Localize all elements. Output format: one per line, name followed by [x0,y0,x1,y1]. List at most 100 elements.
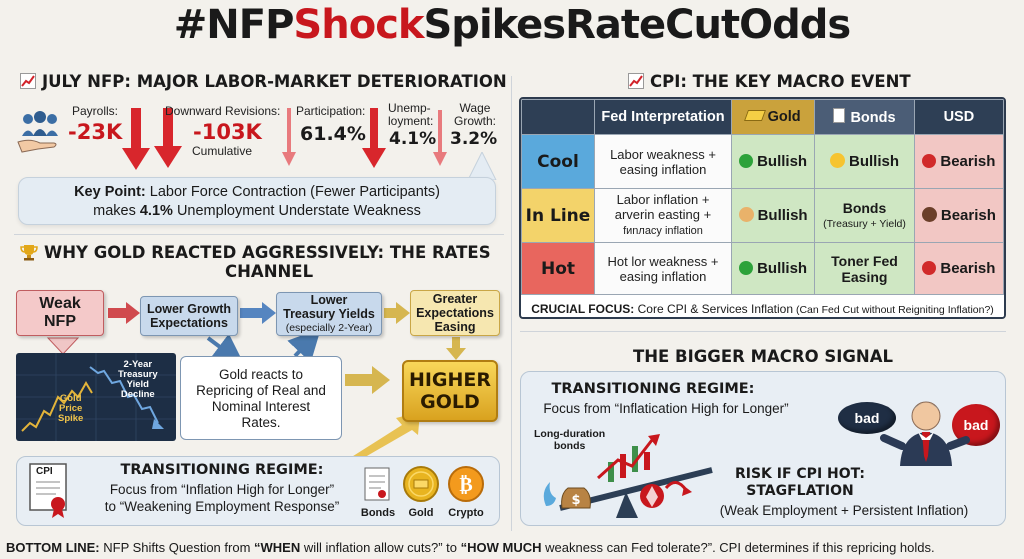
greater-easing-line3: Easing [434,320,476,334]
interp-cool-1: Labor weakness + [610,146,716,162]
risk-title: RISK IF CPI HOT: STAGFLATION [688,466,912,500]
cpi-document-icon [28,462,72,525]
inline-gold-text: Bullish [757,207,808,224]
bonds-icon [362,466,392,509]
cool-bonds: Bullish [814,134,915,189]
keypoint-callout: Key Point: Labor Force Contraction (Fewe… [18,177,496,225]
unemployment-label-line1: Unemp- [388,101,431,115]
header-fed-interpretation: Fed Interpretation [594,99,732,135]
bonds-label: Bonds [360,507,396,519]
interp-hot-2: easing inflation [619,268,707,284]
gold-reacts-line3: Nominal Interest [211,399,311,414]
chart-gold-label: Gold Price Spike [58,394,83,424]
higher-gold-line2: GOLD [420,391,480,413]
header-bonds-text: Bonds [850,110,896,126]
header-gold: Gold [730,99,816,135]
keypoint-bold: Key Point: [74,184,146,200]
crypto-label: Crypto [448,507,484,519]
inline-bonds-text: Bonds [842,199,887,216]
chart-gold-2: Price [59,403,83,414]
hot-usd: Bearish [913,242,1004,295]
green-dot-icon [739,261,754,275]
crucial-small: (Can Fed Cut without Reigniting Inflatio… [793,303,994,316]
page-title: #NFPShockSpikesRateCutOdds [0,2,1024,48]
interp-hot: Hot lor weakness + easing inflation [594,242,732,295]
gold-coin-icon [403,466,439,507]
hot-bonds-sub: Easing [841,268,888,285]
right-divider [520,331,1006,332]
document-icon [833,108,846,123]
hot-gold: Bullish [730,242,816,295]
interp-cool: Labor weakness + easing inflation [594,134,732,189]
chart-up-icon-right [628,72,644,95]
gold-reacts-line2: Repricing of Real and [196,383,326,398]
bear-icon [921,207,937,222]
header-bonds: Bonds [814,99,915,135]
payrolls-label: Payrolls: [72,104,119,118]
weak-nfp-line2: NFP [44,313,76,330]
bottom-t3: weakness can Fed tolerate?”. CPI determi… [541,540,935,555]
payrolls-value: -23K [68,120,123,144]
crucial-bold: CRUCIAL FOCUS: [531,301,635,316]
participation-value: 61.4% [300,123,366,145]
row-label-hot: Hot [521,242,595,295]
header-usd: USD [913,99,1004,135]
bottom-line: BOTTOM LINE: NFP Shifts Question from “W… [0,536,1024,559]
bottom-q1: “WHEN [254,540,301,555]
header-fed-interpretation-text: Fed Interpretation [601,109,725,125]
inline-bonds-sub: (Treasury + Yield) [823,217,906,230]
flow-weak-nfp: Weak NFP [16,290,104,336]
inline-usd: Bearish [913,188,1004,243]
participation-label: Participation: [296,104,366,118]
section-cpi-title: CPI: THE KEY MACRO EVENT [650,72,911,91]
unemployment-down-arrow-icon [362,108,386,173]
regime-title: TRANSITIONING REGIME: [120,462,324,478]
bottom-bold: BOTTOM LINE: [6,540,100,555]
section-nfp-title: JULY NFP: MAJOR LABOR-MARKET DETERIORATI… [42,72,507,91]
bigger-regime-title: TRANSITIONING REGIME: [551,381,755,397]
revisions-value: -103K [193,120,262,144]
wage-label-line1: Wage [459,101,491,115]
hot-bonds: Toner Fed Easing [814,242,915,295]
lower-growth-line2: Expectations [150,316,228,330]
keypoint-text2a: makes [93,203,140,219]
row-label-cool: Cool [521,134,595,189]
wage-label: Wage Growth: [454,102,496,128]
lower-growth-line1: Lower Growth [146,302,232,316]
chart-up-icon [20,72,36,90]
keypoint-text2-bold: 4.1% [139,203,173,219]
participation-down-arrow-icon [282,108,296,171]
long-duration-line2: bonds [553,440,586,452]
interp-inline-2: arverin easting + [614,207,712,222]
gold-reacts-box: Gold reacts to Repricing of Real and Nom… [180,356,342,440]
chart-gold-3: Spike [58,413,84,424]
chart-yield-2: Treasury [118,369,158,380]
cool-usd-text: Bearish [940,153,996,170]
risk-line2: STAGFLATION [746,483,854,499]
crucial-focus: CRUCIAL FOCUS: Core CPI & Services Infla… [521,294,1004,317]
risk-line1: RISK IF CPI HOT: [734,466,866,482]
hot-bonds-text: Toner Fed [831,252,898,269]
red-dot-icon [922,261,937,275]
lower-yields-line3: (especially 2-Year) [285,322,373,334]
bottom-q2: “HOW MUCH [460,540,542,555]
regime-line1: Focus from “Inflation High for Longer” [109,482,335,497]
bad-ball-left: bad [838,402,896,434]
trophy-icon [20,243,38,266]
table-row-hot: Hot Hot lor weakness + easing inflation B… [521,242,1004,295]
workforce-hand-icon [14,110,64,156]
gold-yield-mini-chart [16,353,176,441]
flow-higher-gold: HIGHER GOLD [402,360,498,422]
weak-nfp-line1: Weak [39,295,81,312]
flow-lower-growth: Lower Growth Expectations [140,296,238,336]
section-gold-title-line1: WHY GOLD REACTED AGGRESSIVELY: THE RATES [44,243,491,262]
bigger-regime-line: Focus from “Inflatication High for Longe… [543,401,789,416]
payrolls-down-arrow-icon [122,108,150,175]
smiley-icon [829,153,845,168]
wage-value: 3.2% [450,129,498,149]
wage-down-arrow-icon [433,110,447,171]
bigger-macro-title: THE BIGGER MACRO SIGNAL [632,347,894,366]
unemployment-value: 4.1% [389,129,437,149]
gold-reacts-line1: Gold reacts to [218,367,304,382]
table-row-inline: In Line Labor inflation + arverin easting… [521,188,1004,243]
